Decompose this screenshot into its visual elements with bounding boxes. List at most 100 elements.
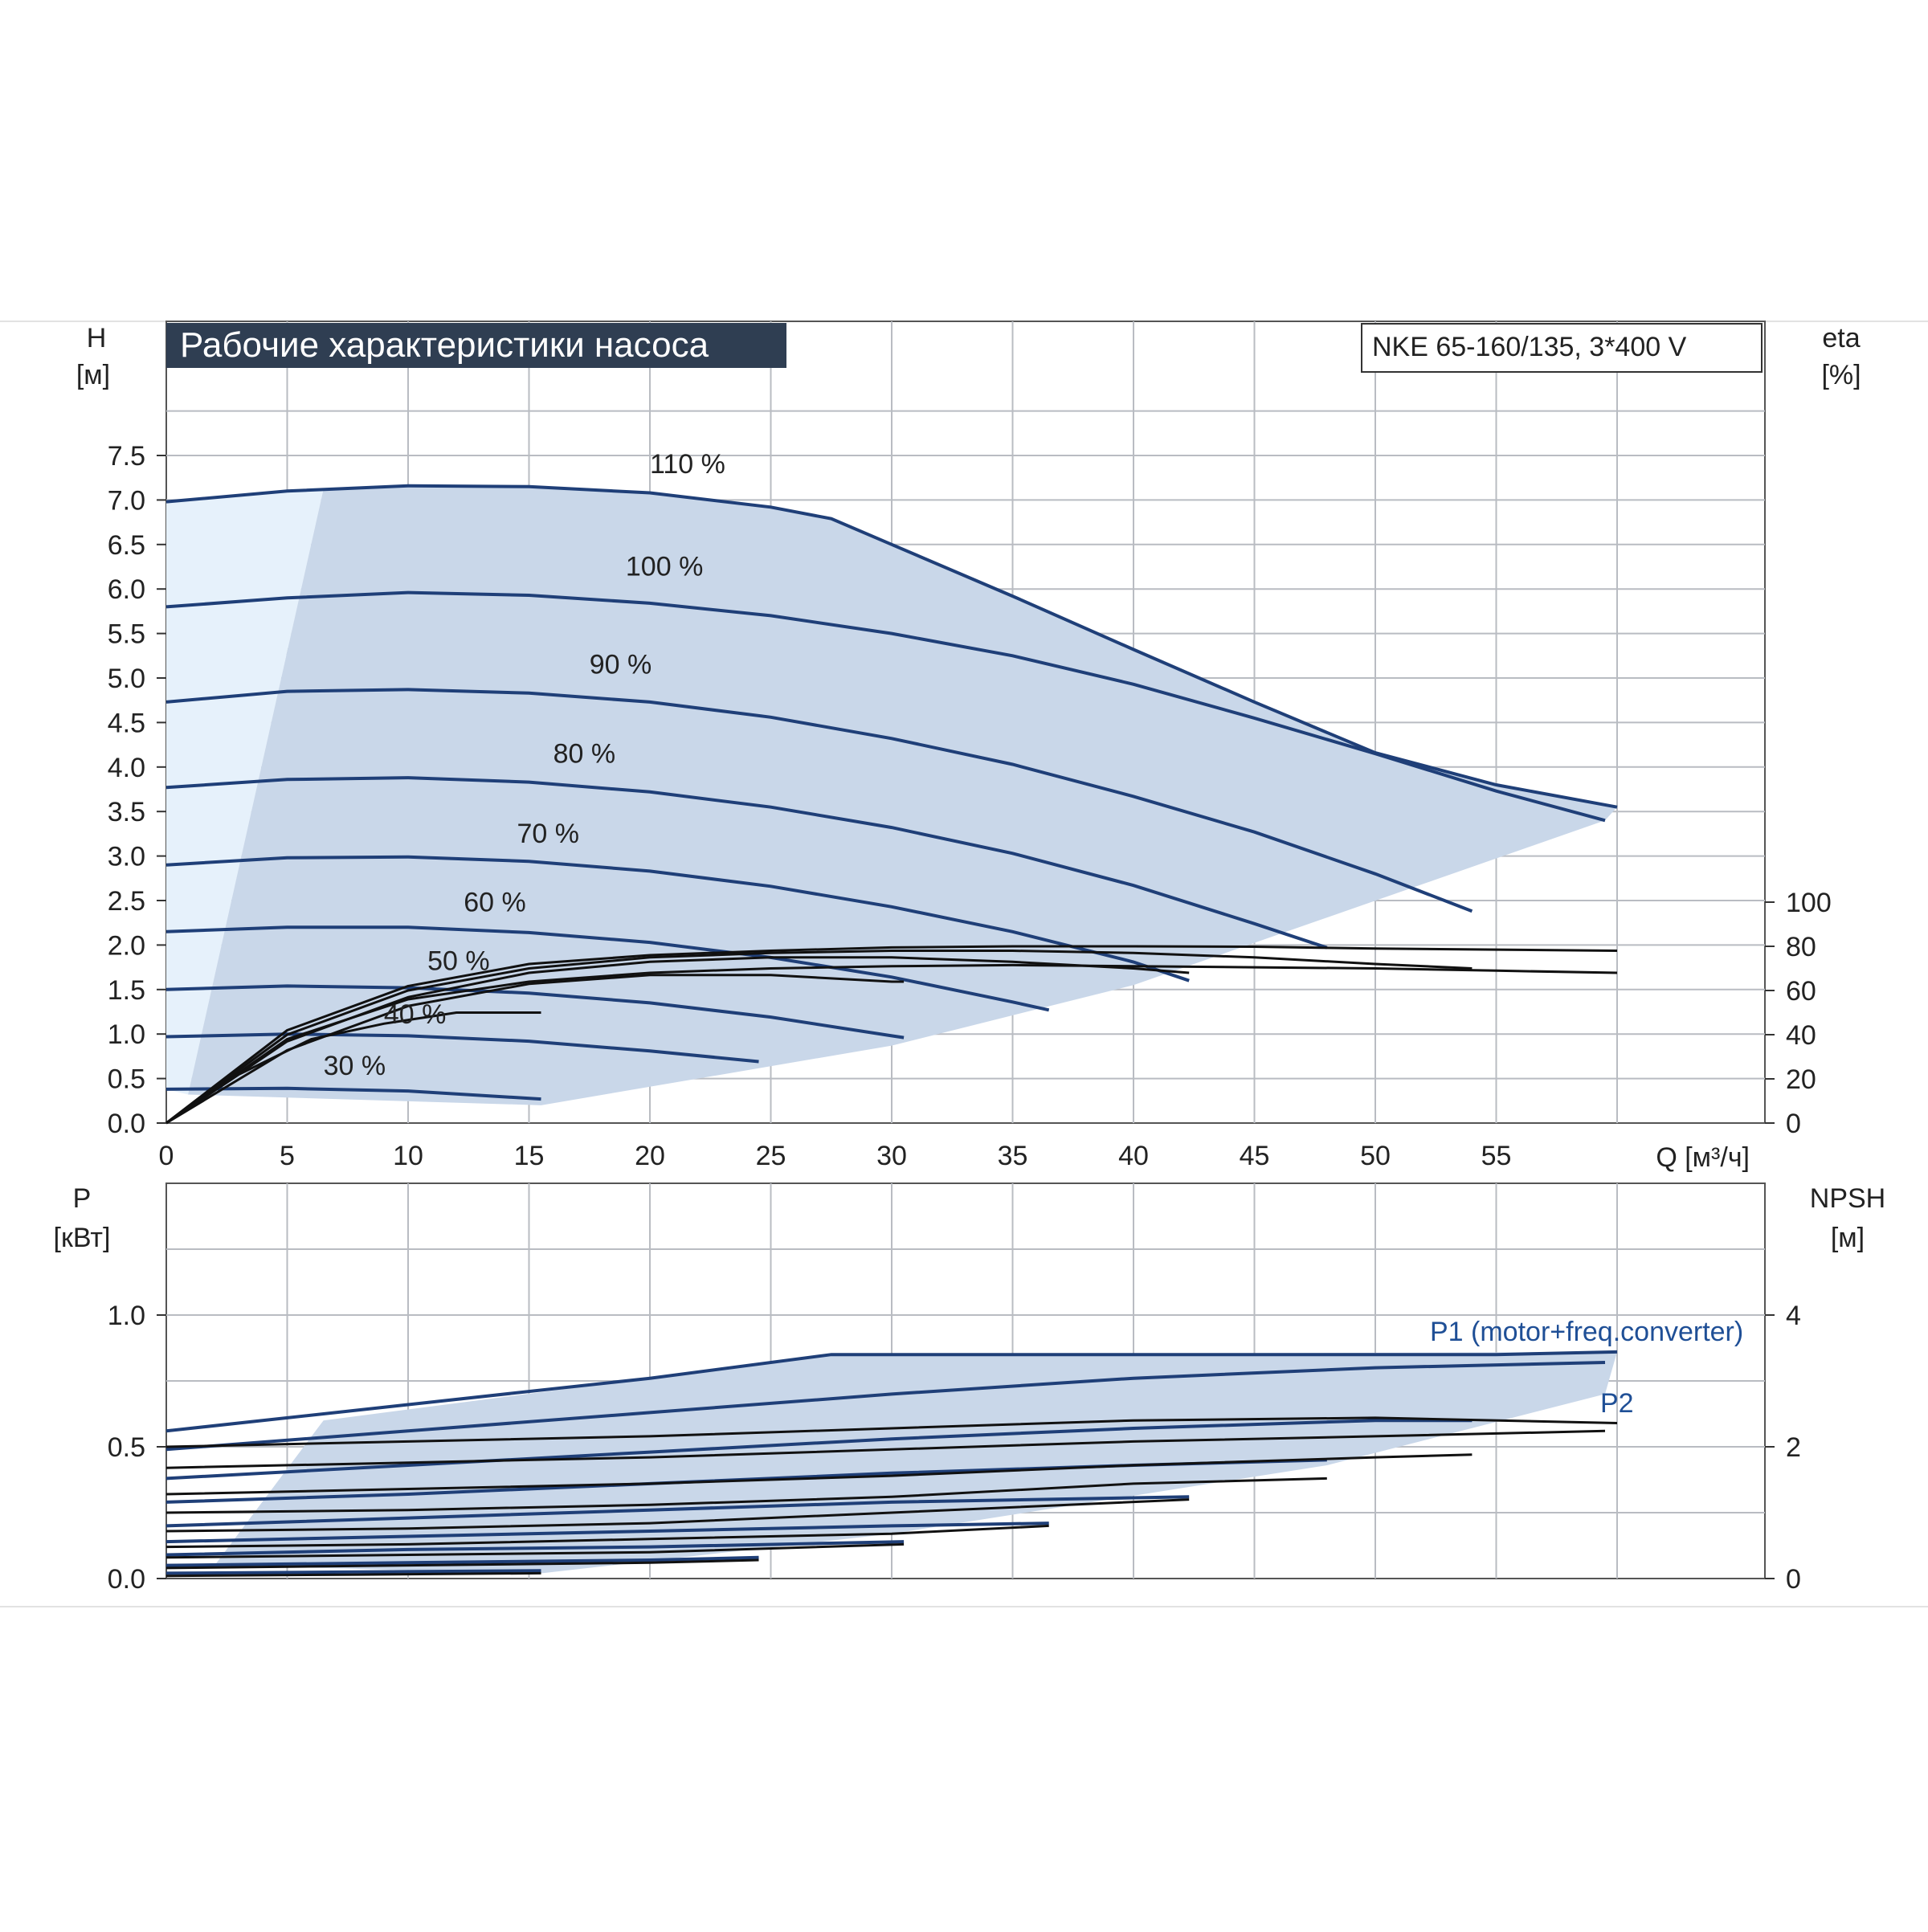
power-operating-band	[214, 1351, 1618, 1574]
title-box: Рабочие характеристики насоса	[166, 323, 786, 368]
head-curves	[165, 484, 1618, 1101]
p1-curve-p1-30	[165, 1569, 541, 1575]
power-curves	[165, 1350, 1618, 1578]
p1-curve-p1-100	[165, 1361, 1606, 1452]
x-axis-label: Q [м³/ч]	[1656, 1142, 1750, 1173]
efficiency-curve-eta-30	[165, 1011, 541, 1125]
head-curve-30	[165, 1086, 541, 1101]
y-tick-label: 5.0	[108, 664, 145, 694]
head-label-90: 90 %	[590, 649, 652, 680]
p-tick-label: 1.0	[108, 1301, 145, 1331]
efficiency-curve-eta-100	[165, 945, 1618, 1125]
model-name: NKE 65-160/135, 3*400 V	[1372, 332, 1687, 362]
head-label-100: 100 %	[626, 552, 703, 582]
head-curve-labels: 110 % 100 % 90 % 80 % 70 % 60 % 50 % 40 % 30 %	[324, 449, 725, 1081]
p1-label: P1 (motor+freq.converter)	[1430, 1317, 1743, 1347]
efficiency-curve-eta-70	[165, 956, 1190, 1125]
efficiency-curve-eta-90	[165, 950, 1473, 1125]
eta-tick-label: 20	[1786, 1064, 1816, 1095]
x-tick-label: 0	[159, 1141, 174, 1171]
y-tick-label: 3.0	[108, 842, 145, 872]
head-label-30: 30 %	[324, 1051, 386, 1081]
p1-curve-p1-40	[165, 1555, 759, 1567]
head-curve-100	[165, 590, 1606, 823]
head-curve-50	[165, 984, 905, 1040]
p-axis-label: P	[73, 1183, 92, 1214]
head-operating-band	[166, 485, 1618, 1105]
head-label-80: 80 %	[553, 738, 616, 769]
y-tick-label: 4.5	[108, 708, 145, 738]
x-tick-label: 5	[280, 1141, 295, 1171]
model-box: NKE 65-160/135, 3*400 V	[1361, 323, 1763, 373]
y-tick-label: 6.0	[108, 574, 145, 605]
x-tick-label: 55	[1481, 1141, 1512, 1171]
power-axes: 0.0 0.5 1.0 0 2 4 P [кВт] NPSH [м]	[54, 1183, 1886, 1595]
eta-tick-label: 0	[1786, 1109, 1801, 1139]
x-tick-label: 45	[1240, 1141, 1270, 1171]
y-tick-label: 0.0	[108, 1109, 145, 1139]
y-tick-label: 5.5	[108, 619, 145, 650]
head-curve-90	[165, 688, 1473, 913]
p2-curve-p2-110	[165, 1416, 1618, 1448]
y-tick-label: 1.5	[108, 975, 145, 1006]
eta-tick-label: 100	[1786, 888, 1832, 918]
p1-curve-p1-50	[165, 1540, 905, 1557]
power-operating-band-area	[214, 1351, 1618, 1574]
x-tick-label: 20	[635, 1141, 665, 1171]
model-box-frame	[1361, 323, 1763, 373]
npsh-tick-label: 2	[1786, 1432, 1801, 1463]
x-tick-label: 35	[998, 1141, 1028, 1171]
y-tick-label: 0.5	[108, 1064, 145, 1095]
head-axes: 0.0 0.5 1.0 1.5 2.0 2.5 3.0 3.5 4.0 4.5 5.0 5.5 6.0 6…	[76, 323, 1861, 1173]
p2-curve-p2-40	[165, 1558, 759, 1570]
y-tick-label: 2.5	[108, 886, 145, 917]
p1-curve-p1-90	[165, 1419, 1473, 1481]
efficiency-curve-eta-110	[165, 963, 1618, 1125]
head-curve-80	[165, 776, 1328, 950]
p2-curve-p2-100	[165, 1429, 1606, 1469]
head-label-70: 70 %	[517, 819, 579, 849]
x-tick-label: 25	[756, 1141, 786, 1171]
x-tick-label: 50	[1360, 1141, 1391, 1171]
p2-curve-p2-50	[165, 1542, 905, 1559]
title-background	[166, 323, 786, 368]
head-label-110: 110 %	[650, 449, 725, 480]
y-tick-label: 6.5	[108, 530, 145, 561]
head-label-40: 40 %	[384, 999, 447, 1030]
y-tick-label: 4.0	[108, 753, 145, 783]
y-axis-unit: [м]	[76, 360, 110, 390]
operating-band	[188, 485, 1618, 1105]
x-tick-label: 10	[393, 1141, 423, 1171]
y-axis-label: H	[87, 323, 107, 353]
p-tick-label: 0.5	[108, 1432, 145, 1463]
head-label-60: 60 %	[464, 887, 526, 917]
head-curve-60	[165, 925, 1050, 1012]
x-tick-label: 40	[1118, 1141, 1149, 1171]
eta-tick-label: 40	[1786, 1020, 1816, 1051]
efficiency-curves	[165, 945, 1618, 1125]
p2-curve-p2-90	[165, 1453, 1473, 1496]
eta-axis-label: eta	[1822, 323, 1860, 353]
p2-curve-p2-30	[165, 1571, 541, 1578]
y-tick-label: 1.0	[108, 1019, 145, 1050]
head-curve-110	[165, 484, 1618, 809]
y-tick-label: 7.5	[108, 441, 145, 472]
x-tick-label: 15	[514, 1141, 545, 1171]
eta-tick-label: 60	[1786, 976, 1816, 1007]
p2-curve-p2-80	[165, 1477, 1327, 1514]
y-tick-label: 3.5	[108, 797, 145, 827]
p1-curve-p1-70	[165, 1495, 1190, 1528]
npsh-tick-label: 4	[1786, 1301, 1801, 1331]
x-tick-label: 30	[876, 1141, 907, 1171]
p-axis-unit: [кВт]	[54, 1223, 111, 1253]
p1-curve-p1-60	[165, 1522, 1049, 1544]
head-curve-40	[165, 1032, 759, 1064]
p-tick-label: 0.0	[108, 1564, 145, 1595]
eta-tick-label: 80	[1786, 932, 1816, 962]
eta-axis-unit: [%]	[1821, 360, 1861, 390]
p2-curve-p2-70	[165, 1498, 1190, 1533]
p2-label: P2	[1600, 1388, 1634, 1419]
p2-curve-p2-60	[165, 1524, 1049, 1549]
